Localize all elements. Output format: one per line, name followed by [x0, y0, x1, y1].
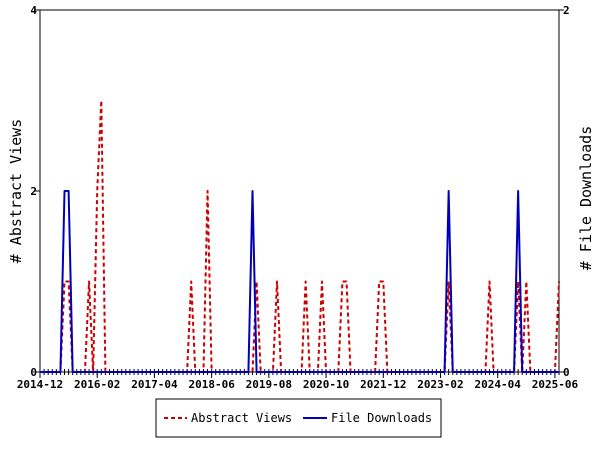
legend: Abstract Views File Downloads — [155, 398, 442, 438]
x-tick-label: 2018-06 — [188, 378, 235, 391]
y-left-axis: 0 2 4 — [30, 4, 40, 379]
x-tick-label: 2020-10 — [303, 378, 349, 391]
y-left-axis-title: # Abstract Views — [7, 119, 25, 264]
y-right-axis-title: # File Downloads — [577, 126, 595, 271]
x-tick-label: 2016-02 — [74, 378, 120, 391]
y-right-axis: 02 — [559, 4, 570, 379]
series-line-file-downloads — [40, 190, 559, 373]
series-line-abstract-views — [40, 99, 560, 373]
x-axis-tick-labels: 2014-12 2016-02 2017-04 2018-06 2019-08 2020-… — [17, 372, 579, 391]
legend-label-file-downloads: File Downloads — [331, 411, 432, 425]
y-left-tick-label: 0 — [30, 366, 37, 379]
x-tick-label: 2021-12 — [360, 378, 406, 391]
y-right-tick-label: 0 — [563, 366, 570, 379]
y-left-tick-label: 2 — [30, 185, 37, 198]
x-tick-label: 2019-08 — [246, 378, 292, 391]
legend-label-abstract-views: Abstract Views — [191, 411, 292, 425]
y-left-tick-label: 4 — [30, 4, 37, 17]
series-layer — [40, 99, 560, 373]
x-tick-label: 2017-04 — [131, 378, 178, 391]
plot-area — [39, 9, 560, 373]
y-right-tick-label: 2 — [563, 4, 570, 17]
legend-box — [155, 398, 442, 438]
x-tick-label: 2023-02 — [417, 378, 463, 391]
x-tick-label: 2025-06 — [532, 378, 579, 391]
x-tick-label: 2024-04 — [475, 378, 522, 391]
x-tick-label: 2014-12 — [17, 378, 63, 391]
